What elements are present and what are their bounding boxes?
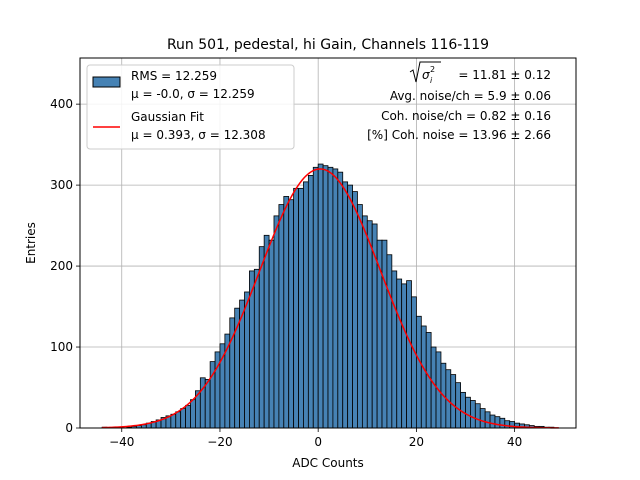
sqrt-sigma-symbol: σ i 2 xyxy=(409,61,441,85)
x-tick-label: −20 xyxy=(207,435,232,449)
x-axis-label: ADC Counts xyxy=(292,456,364,470)
histogram-bar xyxy=(415,315,422,429)
histogram-bar xyxy=(258,246,265,429)
chart-title: Run 501, pedestal, hi Gain, Channels 116… xyxy=(167,37,489,53)
histogram-bar xyxy=(327,166,334,429)
coh-noise-percent-annotation: [%] Coh. noise = 13.96 ± 2.66 xyxy=(367,128,551,142)
histogram-bar xyxy=(366,220,373,429)
histogram-bar xyxy=(470,400,476,429)
histogram-bar xyxy=(352,191,358,429)
histogram-bar xyxy=(303,181,309,429)
noise-annotations: = 11.81 ± 0.12 σ i 2 Avg. noise/ch = 5.9… xyxy=(367,61,551,142)
histogram-bar xyxy=(283,196,290,429)
y-axis-label: Entries xyxy=(24,222,38,264)
plot-frame xyxy=(79,57,577,429)
histogram-bar xyxy=(268,239,275,429)
x-tick-label: 0 xyxy=(314,435,322,449)
histogram-bar xyxy=(190,399,196,429)
coh-noise-annotation: Coh. noise/ch = 0.82 ± 0.16 xyxy=(381,109,551,123)
histogram-bar xyxy=(391,270,398,429)
histogram-bars xyxy=(101,163,555,429)
histogram-bar xyxy=(180,408,186,429)
histogram-bar xyxy=(455,382,461,429)
histogram-bar xyxy=(253,268,260,429)
y-axis-ticks: 0 100 200 300 400 xyxy=(50,97,80,435)
sigma-annotation: = 11.81 ± 0.12 xyxy=(458,68,551,82)
y-tick-label: 200 xyxy=(50,259,73,273)
histogram-bar xyxy=(406,280,412,429)
histogram-bar xyxy=(263,234,270,429)
histogram-bar xyxy=(484,411,491,429)
x-tick-label: −40 xyxy=(109,435,134,449)
x-tick-label: 20 xyxy=(409,435,424,449)
histogram-bar xyxy=(337,171,344,429)
histogram-bar xyxy=(293,187,299,429)
x-tick-label: 40 xyxy=(507,435,522,449)
svg-text:2: 2 xyxy=(430,65,435,74)
svg-text:i: i xyxy=(430,76,433,85)
legend-histogram-stats: μ = -0.0, σ = 12.259 xyxy=(131,87,255,101)
histogram-bar xyxy=(357,204,363,429)
histogram-bar xyxy=(430,346,437,429)
legend-fit-label: Gaussian Fit xyxy=(131,110,204,124)
histogram-bar xyxy=(347,184,353,429)
x-axis-ticks: −40 −20 0 20 40 xyxy=(109,428,522,449)
y-tick-label: 0 xyxy=(65,421,73,435)
histogram-bar xyxy=(401,283,407,429)
legend: RMS = 12.259 μ = -0.0, σ = 12.259 Gaussi… xyxy=(86,64,295,150)
histogram-bar xyxy=(474,403,481,429)
y-tick-label: 300 xyxy=(50,178,73,192)
histogram-bar xyxy=(278,204,285,429)
histogram-bar xyxy=(411,296,417,429)
histogram-bar xyxy=(489,414,496,429)
histogram-bar xyxy=(381,239,388,429)
gaussian-fit-line xyxy=(102,168,559,429)
histogram-bar xyxy=(361,215,368,429)
histogram-bar xyxy=(288,199,295,429)
histogram-bar xyxy=(504,420,511,429)
histogram-bar xyxy=(307,174,314,429)
legend-box xyxy=(86,64,295,150)
histogram-bar xyxy=(312,166,319,429)
histogram-bar xyxy=(499,417,506,429)
histogram-bar xyxy=(396,278,403,429)
histogram-bar xyxy=(298,187,304,429)
histogram-bar xyxy=(465,396,471,429)
histogram-bar xyxy=(244,291,250,429)
histogram-bar xyxy=(204,379,211,429)
histogram-bar xyxy=(386,254,393,429)
histogram-bar xyxy=(494,416,501,429)
histogram-bar xyxy=(332,168,339,429)
histogram-bar xyxy=(185,404,191,429)
histogram-bar xyxy=(175,411,182,429)
avg-noise-annotation: Avg. noise/ch = 5.9 ± 0.06 xyxy=(390,89,551,103)
histogram-bar xyxy=(450,374,457,429)
y-tick-label: 400 xyxy=(50,97,73,111)
histogram-bar xyxy=(273,215,280,429)
y-tick-label: 100 xyxy=(50,340,73,354)
histogram-bar xyxy=(342,181,349,429)
histogram-bar xyxy=(322,165,329,429)
legend-fit-stats: μ = 0.393, σ = 12.308 xyxy=(131,128,266,142)
svg-text:σ: σ xyxy=(422,68,430,82)
legend-histogram-label: RMS = 12.259 xyxy=(131,69,217,83)
histogram-bar xyxy=(479,408,486,429)
histogram-bar xyxy=(317,163,324,429)
histogram-bar xyxy=(420,325,427,429)
histogram-bar xyxy=(170,413,177,429)
legend-histogram-swatch xyxy=(92,76,121,88)
